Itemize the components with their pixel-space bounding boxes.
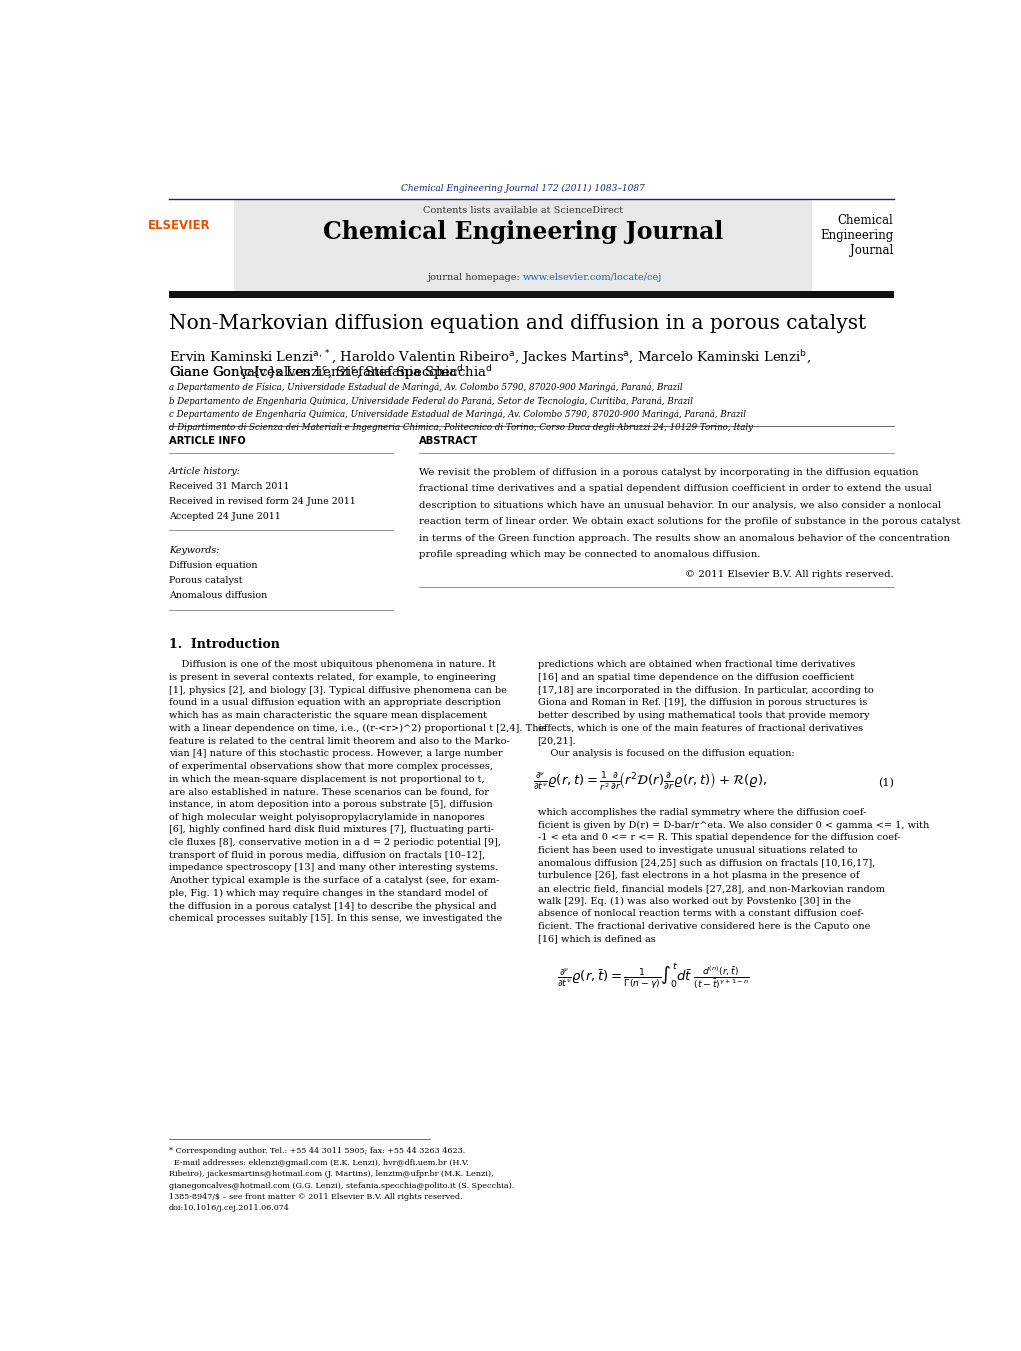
Text: Chemical
Engineering
Journal: Chemical Engineering Journal <box>820 213 893 257</box>
Text: chemical processes suitably [15]. In this sense, we investigated the: chemical processes suitably [15]. In thi… <box>168 915 502 923</box>
Text: predictions which are obtained when fractional time derivatives: predictions which are obtained when frac… <box>537 661 855 669</box>
Bar <box>168 290 893 299</box>
Text: better described by using mathematical tools that provide memory: better described by using mathematical t… <box>537 711 869 720</box>
Text: feature is related to the central limit theorem and also to the Marko-: feature is related to the central limit … <box>168 736 509 746</box>
Text: 1385-8947/$ – see front matter © 2011 Elsevier B.V. All rights reserved.: 1385-8947/$ – see front matter © 2011 El… <box>168 1193 463 1201</box>
Text: d Dipartimento di Scienza dei Materiali e Ingegneria Chimica, Politecnico di Tor: d Dipartimento di Scienza dei Materiali … <box>168 423 752 432</box>
Text: $\frac{\partial^\nu}{\partial t^\nu}\varrho(r,t) = \frac{1}{r^2}\frac{\partial}{: $\frac{\partial^\nu}{\partial t^\nu}\var… <box>533 771 767 794</box>
Text: a Departamento de Física, Universidade Estadual de Maringá, Av. Colombo 5790, 87: a Departamento de Física, Universidade E… <box>168 382 682 392</box>
Text: anomalous diffusion [24,25] such as diffusion on fractals [10,16,17],: anomalous diffusion [24,25] such as diff… <box>537 858 875 867</box>
Text: ficient is given by D(r) = D-bar/r^eta. We also consider 0 < gamma <= 1, with: ficient is given by D(r) = D-bar/r^eta. … <box>537 820 929 830</box>
Text: Diffusion equation: Diffusion equation <box>168 561 257 570</box>
Text: ficient has been used to investigate unusual situations related to: ficient has been used to investigate unu… <box>537 846 858 855</box>
Text: Chemical Engineering Journal: Chemical Engineering Journal <box>323 220 724 245</box>
Text: description to situations which have an unusual behavior. In our analysis, we al: description to situations which have an … <box>419 501 941 509</box>
Text: instance, in atom deposition into a porous substrate [5], diffusion: instance, in atom deposition into a poro… <box>168 800 492 809</box>
Text: transport of fluid in porous media, diffusion on fractals [10–12],: transport of fluid in porous media, diff… <box>168 851 485 859</box>
Text: [1], physics [2], and biology [3]. Typical diffusive phenomena can be: [1], physics [2], and biology [3]. Typic… <box>168 686 506 694</box>
Text: are also established in nature. These scenarios can be found, for: are also established in nature. These sc… <box>168 788 489 796</box>
Text: which has as main characteristic the square mean displacement: which has as main characteristic the squ… <box>168 711 487 720</box>
Text: the diffusion in a porous catalyst [14] to describe the physical and: the diffusion in a porous catalyst [14] … <box>168 901 496 911</box>
Text: reaction term of linear order. We obtain exact solutions for the profile of subs: reaction term of linear order. We obtain… <box>419 517 960 527</box>
Text: ficient. The fractional derivative considered here is the Caputo one: ficient. The fractional derivative consi… <box>537 921 870 931</box>
Text: Giane Gonçalves Lenzi$^{\rm c}$, Stefania Specchia$^{\rm d}$: Giane Gonçalves Lenzi$^{\rm c}$, Stefani… <box>168 363 464 382</box>
Text: Giona and Roman in Ref. [19], the diffusion in porous structures is: Giona and Roman in Ref. [19], the diffus… <box>537 698 867 708</box>
Text: in terms of the Green function approach. The results show an anomalous behavior : in terms of the Green function approach.… <box>419 534 950 543</box>
Text: Ribeiro), jackesmartins@hotmail.com (J. Martins), lenzim@ufpr.br (M.K. Lenzi),: Ribeiro), jackesmartins@hotmail.com (J. … <box>168 1170 493 1178</box>
Text: [6], highly confined hard disk fluid mixtures [7], fluctuating parti-: [6], highly confined hard disk fluid mix… <box>168 825 494 835</box>
Text: ABSTRACT: ABSTRACT <box>419 436 478 446</box>
Text: in which the mean-square displacement is not proportional to t,: in which the mean-square displacement is… <box>168 774 484 784</box>
Text: Received in revised form 24 June 2011: Received in revised form 24 June 2011 <box>168 497 355 507</box>
Text: [16] and an spatial time dependence on the diffusion coefficient: [16] and an spatial time dependence on t… <box>537 673 854 682</box>
Text: E-mail addresses: eklenzi@gmail.com (E.K. Lenzi), hvr@dfi.uem.br (H.V.: E-mail addresses: eklenzi@gmail.com (E.K… <box>168 1159 469 1167</box>
Text: fractional time derivatives and a spatial dependent diffusion coefficient in ord: fractional time derivatives and a spatia… <box>419 485 931 493</box>
Text: www.elsevier.com/locate/cej: www.elsevier.com/locate/cej <box>523 273 663 282</box>
Text: with a linear dependence on time, i.e., ((r-<r>)^2) proportional t [2,4]. This: with a linear dependence on time, i.e., … <box>168 724 546 734</box>
Text: effects, which is one of the main features of fractional derivatives: effects, which is one of the main featur… <box>537 724 863 732</box>
Text: an electric field, financial models [27,28], and non-Markovian random: an electric field, financial models [27,… <box>537 884 884 893</box>
Text: of high molecular weight polyisopropylacrylamide in nanopores: of high molecular weight polyisopropylac… <box>168 813 485 821</box>
Text: which accomplishes the radial symmetry where the diffusion coef-: which accomplishes the radial symmetry w… <box>537 808 866 817</box>
Text: $\frac{\partial^\nu}{\partial t^\nu}\varrho(r,\bar{t}) = \frac{1}{\Gamma(n-\gamm: $\frac{\partial^\nu}{\partial t^\nu}\var… <box>557 962 750 992</box>
Text: ple, Fig. 1) which may require changes in the standard model of: ple, Fig. 1) which may require changes i… <box>168 889 487 898</box>
Text: profile spreading which may be connected to anomalous diffusion.: profile spreading which may be connected… <box>419 550 761 559</box>
Text: ARTICLE INFO: ARTICLE INFO <box>168 436 245 446</box>
Text: [16] which is defined as: [16] which is defined as <box>537 935 655 943</box>
Text: Received 31 March 2011: Received 31 March 2011 <box>168 482 289 490</box>
Text: walk [29]. Eq. (1) was also worked out by Povstenko [30] in the: walk [29]. Eq. (1) was also worked out b… <box>537 897 850 905</box>
Text: of experimental observations show that more complex processes,: of experimental observations show that m… <box>168 762 493 771</box>
Text: gianegoncalves@hotmail.com (G.G. Lenzi), stefania.specchia@polito.it (S. Specchi: gianegoncalves@hotmail.com (G.G. Lenzi),… <box>168 1182 515 1190</box>
Text: © 2011 Elsevier B.V. All rights reserved.: © 2011 Elsevier B.V. All rights reserved… <box>685 570 893 578</box>
Text: [20,21].: [20,21]. <box>537 736 576 746</box>
Text: Accepted 24 June 2011: Accepted 24 June 2011 <box>168 512 281 521</box>
Text: Our analysis is focused on the diffusion equation:: Our analysis is focused on the diffusion… <box>537 750 794 758</box>
Text: impedance spectroscopy [13] and many other interesting systems.: impedance spectroscopy [13] and many oth… <box>168 863 498 873</box>
Text: is present in several contexts related, for example, to engineering: is present in several contexts related, … <box>168 673 496 682</box>
Text: Porous catalyst: Porous catalyst <box>168 576 242 585</box>
Text: Contents lists available at ScienceDirect: Contents lists available at ScienceDirec… <box>423 205 624 215</box>
Text: turbulence [26], fast electrons in a hot plasma in the presence of: turbulence [26], fast electrons in a hot… <box>537 871 859 880</box>
Text: 1.  Introduction: 1. Introduction <box>168 638 280 651</box>
Text: Diffusion is one of the most ubiquitous phenomena in nature. It: Diffusion is one of the most ubiquitous … <box>168 661 495 669</box>
Text: Another typical example is the surface of a catalyst (see, for exam-: Another typical example is the surface o… <box>168 877 499 885</box>
Text: ELSEVIER: ELSEVIER <box>147 219 210 232</box>
Text: * Corresponding author. Tel.: +55 44 3011 5905; fax: +55 44 3263 4623.: * Corresponding author. Tel.: +55 44 301… <box>168 1147 465 1155</box>
Text: Keywords:: Keywords: <box>168 546 220 555</box>
Bar <box>235 200 812 295</box>
Text: doi:10.1016/j.cej.2011.06.074: doi:10.1016/j.cej.2011.06.074 <box>168 1205 290 1212</box>
Text: Giane Gon\c{c}alves Lenzi$^{\rm c}$, Stefania Specchia$^{\rm d}$: Giane Gon\c{c}alves Lenzi$^{\rm c}$, Ste… <box>168 363 492 382</box>
Text: vian [4] nature of this stochastic process. However, a large number: vian [4] nature of this stochastic proce… <box>168 750 502 758</box>
Text: [17,18] are incorporated in the diffusion. In particular, according to: [17,18] are incorporated in the diffusio… <box>537 686 873 694</box>
Text: found in a usual diffusion equation with an appropriate description: found in a usual diffusion equation with… <box>168 698 500 708</box>
Text: (1): (1) <box>878 778 893 788</box>
Text: Ervin Kaminski Lenzi$^{\rm a,*}$, Haroldo Valentin Ribeiro$^{\rm a}$, Jackes Mar: Ervin Kaminski Lenzi$^{\rm a,*}$, Harold… <box>168 349 811 367</box>
Text: journal homepage:: journal homepage: <box>428 273 523 282</box>
Text: Article history:: Article history: <box>168 467 241 476</box>
Text: absence of nonlocal reaction terms with a constant diffusion coef-: absence of nonlocal reaction terms with … <box>537 909 863 919</box>
Text: Anomalous diffusion: Anomalous diffusion <box>168 592 268 600</box>
Text: We revisit the problem of diffusion in a porous catalyst by incorporating in the: We revisit the problem of diffusion in a… <box>419 467 918 477</box>
Text: Chemical Engineering Journal 172 (2011) 1083–1087: Chemical Engineering Journal 172 (2011) … <box>401 184 645 193</box>
Text: cle fluxes [8], conservative motion in a d = 2 periodic potential [9],: cle fluxes [8], conservative motion in a… <box>168 838 500 847</box>
Text: Non-Markovian diffusion equation and diffusion in a porous catalyst: Non-Markovian diffusion equation and dif… <box>168 313 866 332</box>
Text: b Departamento de Engenharia Química, Universidade Federal do Paraná, Setor de T: b Departamento de Engenharia Química, Un… <box>168 396 693 405</box>
Text: c Departamento de Engenharia Química, Universidade Estadual de Maringá, Av. Colo: c Departamento de Engenharia Química, Un… <box>168 409 745 419</box>
Text: -1 < eta and 0 <= r <= R. This spatial dependence for the diffusion coef-: -1 < eta and 0 <= r <= R. This spatial d… <box>537 834 900 842</box>
